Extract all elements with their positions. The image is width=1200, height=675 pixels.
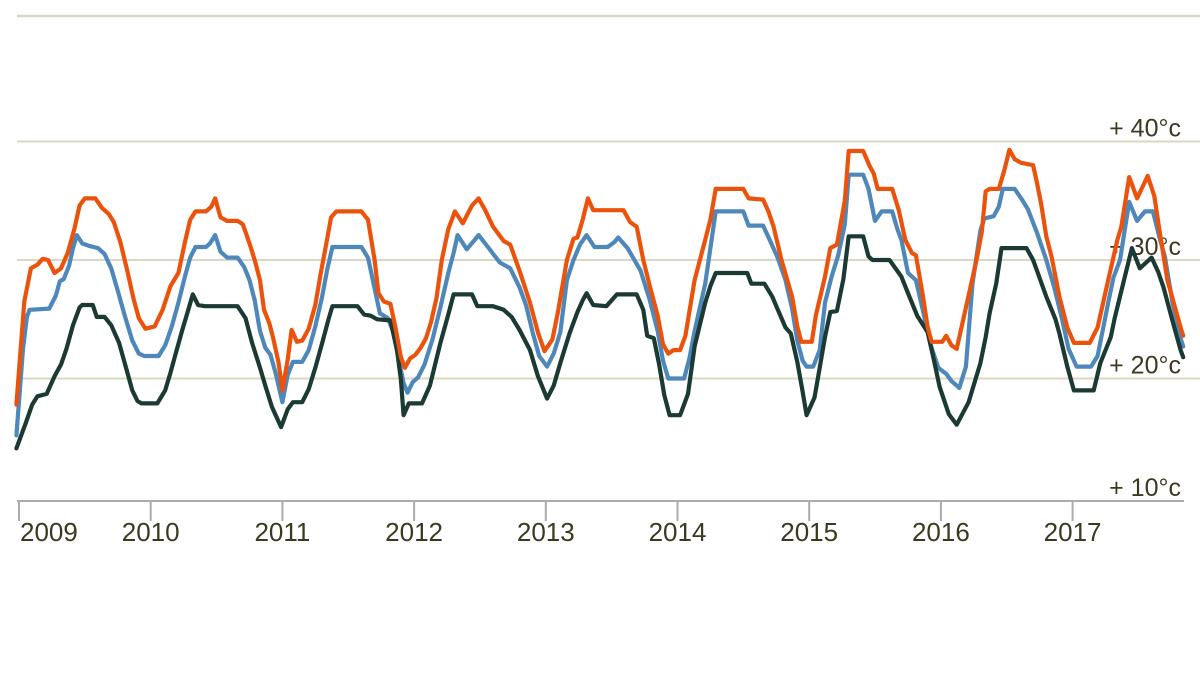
y-tick-label-40: + 40°c — [1109, 115, 1181, 143]
y-tick-label-10: + 10°c — [1109, 474, 1181, 502]
y-tick-label-20: + 20°c — [1109, 352, 1181, 380]
x-tick-label-2017: 2017 — [1044, 517, 1102, 547]
x-tick-label-2015: 2015 — [780, 517, 838, 547]
x-tick-label-2010: 2010 — [122, 517, 180, 547]
series-line-upper-orange — [14, 147, 1186, 407]
x-tick-label-2009: 2009 — [20, 517, 78, 547]
series-line-lower-dark-green — [14, 234, 1186, 451]
x-tick-label-2012: 2012 — [385, 517, 443, 547]
x-tick-label-2011: 2011 — [254, 517, 310, 547]
x-tick-label-2013: 2013 — [517, 517, 575, 547]
x-tick-label-2014: 2014 — [649, 517, 707, 547]
x-tick-label-2016: 2016 — [912, 517, 970, 547]
